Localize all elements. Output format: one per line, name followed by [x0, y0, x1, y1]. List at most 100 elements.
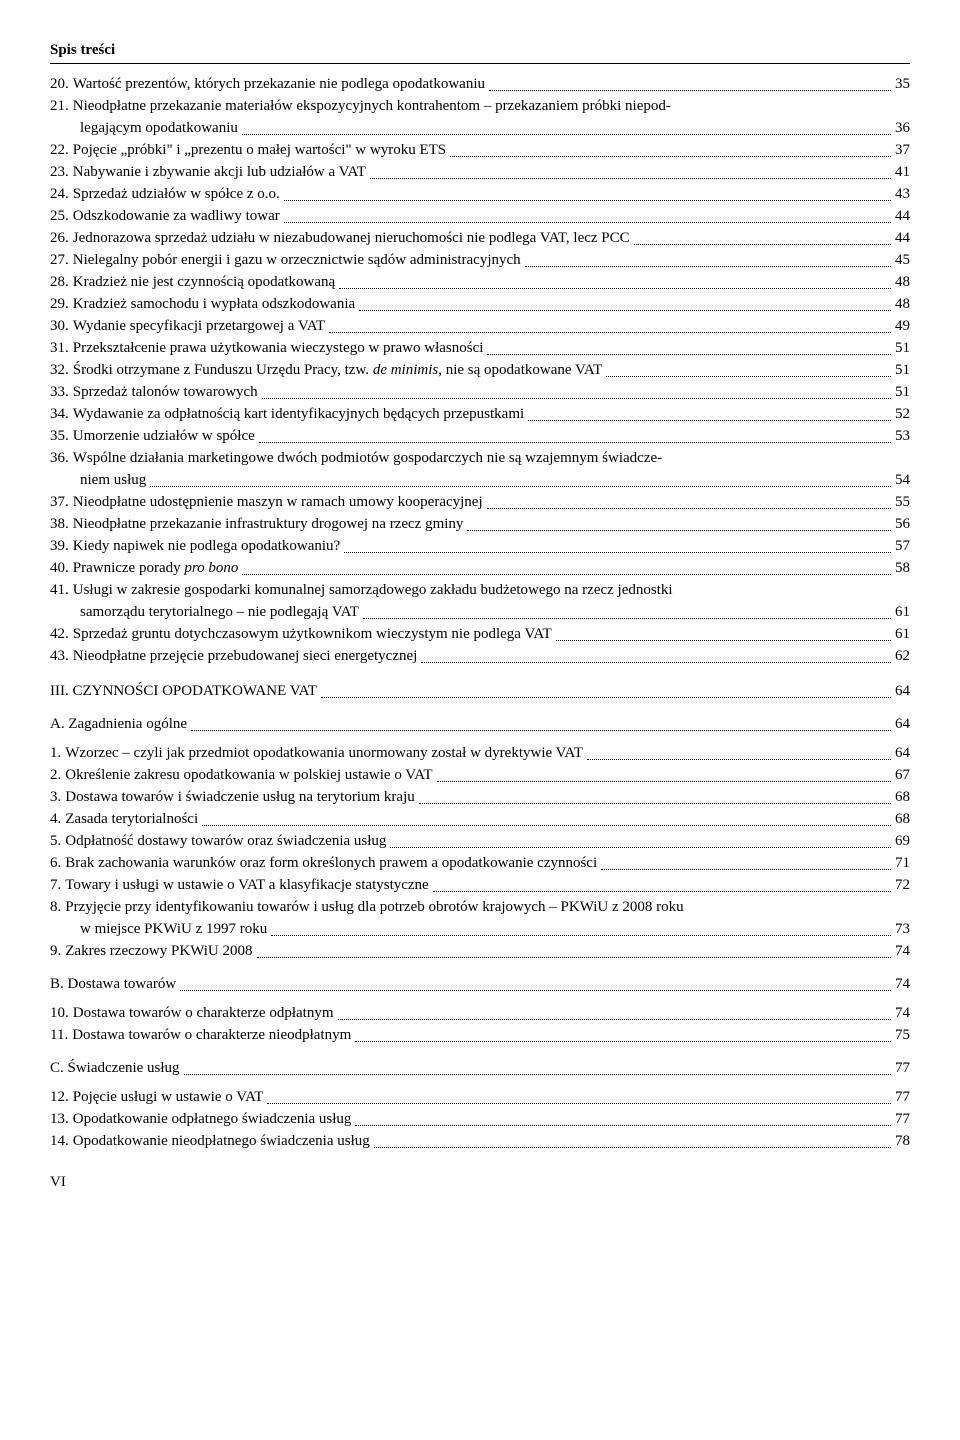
toc-entry-page: 56: [891, 514, 910, 535]
toc-block-a: 1.Wzorzec – czyli jak przedmiot opodatko…: [50, 743, 910, 962]
dots: [259, 442, 891, 443]
dots: [587, 759, 891, 760]
dots: [284, 200, 891, 201]
toc-entry-a-text: Przyjęcie przy identyfikowaniu towarów i…: [65, 897, 687, 918]
toc-entry-continuation-text: samorządu terytorialnego – nie podlegają…: [80, 602, 363, 623]
dots: [184, 1074, 891, 1075]
toc-entry-a-number: 4.: [50, 809, 65, 830]
toc-entry-number: 35.: [50, 426, 73, 447]
toc-entry-b-text: Dostawa towarów o charakterze nieodpłatn…: [72, 1025, 355, 1046]
toc-entry-text: Nieodpłatne udostępnienie maszyn w ramac…: [73, 492, 487, 513]
dots: [355, 1125, 891, 1126]
toc-entry-a-line: 5.Odpłatność dostawy towarów oraz świadc…: [50, 831, 910, 852]
page-header: Spis treści: [50, 40, 910, 61]
subsection-c-title: C. Świadczenie usług: [50, 1058, 184, 1079]
dots: [601, 869, 891, 870]
toc-entry-c-number: 13.: [50, 1109, 73, 1130]
dots: [329, 332, 891, 333]
toc-entry-page: 62: [891, 646, 910, 667]
toc-entry-page: 41: [891, 162, 910, 183]
subsection-b-title: B. Dostawa towarów: [50, 974, 180, 995]
header-rule: [50, 63, 910, 64]
toc-entry-number: 24.: [50, 184, 73, 205]
toc-entry-page: 51: [891, 360, 910, 381]
toc-entry-c-number: 14.: [50, 1131, 73, 1152]
dots: [339, 288, 891, 289]
toc-entry-a-text: Określenie zakresu opodatkowania w polsk…: [65, 765, 436, 786]
toc-entry-continuation-text: legającym opodatkowaniu: [80, 118, 242, 139]
toc-entry-line: 39.Kiedy napiwek nie podlega opodatkowan…: [50, 536, 910, 557]
toc-entry-text: Jednorazowa sprzedaż udziału w niezabudo…: [73, 228, 634, 249]
dots: [433, 891, 891, 892]
dots: [421, 662, 891, 663]
toc-entry-line: 43.Nieodpłatne przejęcie przebudowanej s…: [50, 646, 910, 667]
toc-entry-a-continuation: w miejsce PKWiU z 1997 roku73: [50, 919, 910, 940]
toc-entry-text: Środki otrzymane z Funduszu Urzędu Pracy…: [73, 360, 607, 381]
dots: [437, 781, 891, 782]
toc-entry-b-page: 75: [891, 1025, 910, 1046]
dots: [191, 730, 891, 731]
toc-entry-page: 61: [891, 624, 910, 645]
toc-entry-text: Prawnicze porady pro bono: [73, 558, 243, 579]
dots: [355, 1041, 891, 1042]
toc-entry-text: Nielegalny pobór energii i gazu w orzecz…: [73, 250, 525, 271]
toc-entry-a-page: 68: [891, 787, 910, 808]
dots: [556, 640, 891, 641]
toc-entry-a-text: Dostawa towarów i świadczenie usług na t…: [65, 787, 418, 808]
toc-entry-number: 28.: [50, 272, 73, 293]
toc-entry-text: Pojęcie „próbki" i „prezentu o małej war…: [73, 140, 450, 161]
toc-entry-a-text: Odpłatność dostawy towarów oraz świadcze…: [65, 831, 390, 852]
toc-block-main: 20.Wartość prezentów, których przekazani…: [50, 74, 910, 667]
toc-entry-a-page: 71: [891, 853, 910, 874]
toc-entry-number: 31.: [50, 338, 73, 359]
toc-entry-a-page: 74: [891, 941, 910, 962]
toc-entry-a-line: 6.Brak zachowania warunków oraz form okr…: [50, 853, 910, 874]
toc-entry-line: 22.Pojęcie „próbki" i „prezentu o małej …: [50, 140, 910, 161]
dots: [450, 156, 891, 157]
dots: [344, 552, 891, 553]
dots: [528, 420, 891, 421]
toc-entry-a-page: 73: [891, 919, 910, 940]
toc-entry-page: 35: [891, 74, 910, 95]
toc-entry-a-number: 3.: [50, 787, 65, 808]
subsection-a-title: A. Zagadnienia ogólne: [50, 714, 191, 735]
toc-entry-b-text: Dostawa towarów o charakterze odpłatnym: [73, 1003, 338, 1024]
section-3-page: 64: [891, 681, 910, 702]
dots: [257, 957, 891, 958]
toc-entry-a-number: 9.: [50, 941, 65, 962]
subsection-c-page: 77: [891, 1058, 910, 1079]
toc-entry-a-number: 1.: [50, 743, 65, 764]
toc-entry-a-number: 2.: [50, 765, 65, 786]
toc-entry-line: 31.Przekształcenie prawa użytkowania wie…: [50, 338, 910, 359]
subsection-b-page: 74: [891, 974, 910, 995]
toc-entry-line: 24.Sprzedaż udziałów w spółce z o.o.43: [50, 184, 910, 205]
toc-entry-page: 61: [891, 602, 910, 623]
toc-entry-line: 30.Wydanie specyfikacji przetargowej a V…: [50, 316, 910, 337]
dots: [390, 847, 891, 848]
subsection-b-head: B. Dostawa towarów 74: [50, 974, 910, 995]
section-3-head: III. CZYNNOŚCI OPODATKOWANE VAT 64: [50, 681, 910, 702]
toc-entry-text: Wartość prezentów, których przekazanie n…: [73, 74, 489, 95]
toc-entry-text: Sprzedaż udziałów w spółce z o.o.: [73, 184, 284, 205]
toc-entry-line: 33.Sprzedaż talonów towarowych51: [50, 382, 910, 403]
dots: [487, 354, 891, 355]
dots: [419, 803, 891, 804]
toc-entry-a-line: 4.Zasada terytorialności68: [50, 809, 910, 830]
toc-entry-number: 29.: [50, 294, 73, 315]
dots: [150, 486, 891, 487]
toc-entry-a-line: 7.Towary i usługi w ustawie o VAT a klas…: [50, 875, 910, 896]
toc-entry-text: Sprzedaż talonów towarowych: [73, 382, 262, 403]
toc-entry-c-text: Pojęcie usługi w ustawie o VAT: [73, 1087, 268, 1108]
toc-entry-a-text: Wzorzec – czyli jak przedmiot opodatkowa…: [65, 743, 587, 764]
subsection-a-head: A. Zagadnienia ogólne 64: [50, 714, 910, 735]
toc-entry-text: Kradzież nie jest czynnością opodatkowan…: [73, 272, 339, 293]
toc-entry-c-page: 77: [891, 1087, 910, 1108]
toc-entry-b-line: 11.Dostawa towarów o charakterze nieodpł…: [50, 1025, 910, 1046]
dots: [467, 530, 891, 531]
dots: [338, 1019, 892, 1020]
toc-entry-page: 51: [891, 338, 910, 359]
toc-entry-text: Nieodpłatne przekazanie infrastruktury d…: [73, 514, 468, 535]
toc-entry-a-number: 5.: [50, 831, 65, 852]
toc-entry-number: 21.: [50, 96, 73, 117]
toc-entry-a-page: 67: [891, 765, 910, 786]
